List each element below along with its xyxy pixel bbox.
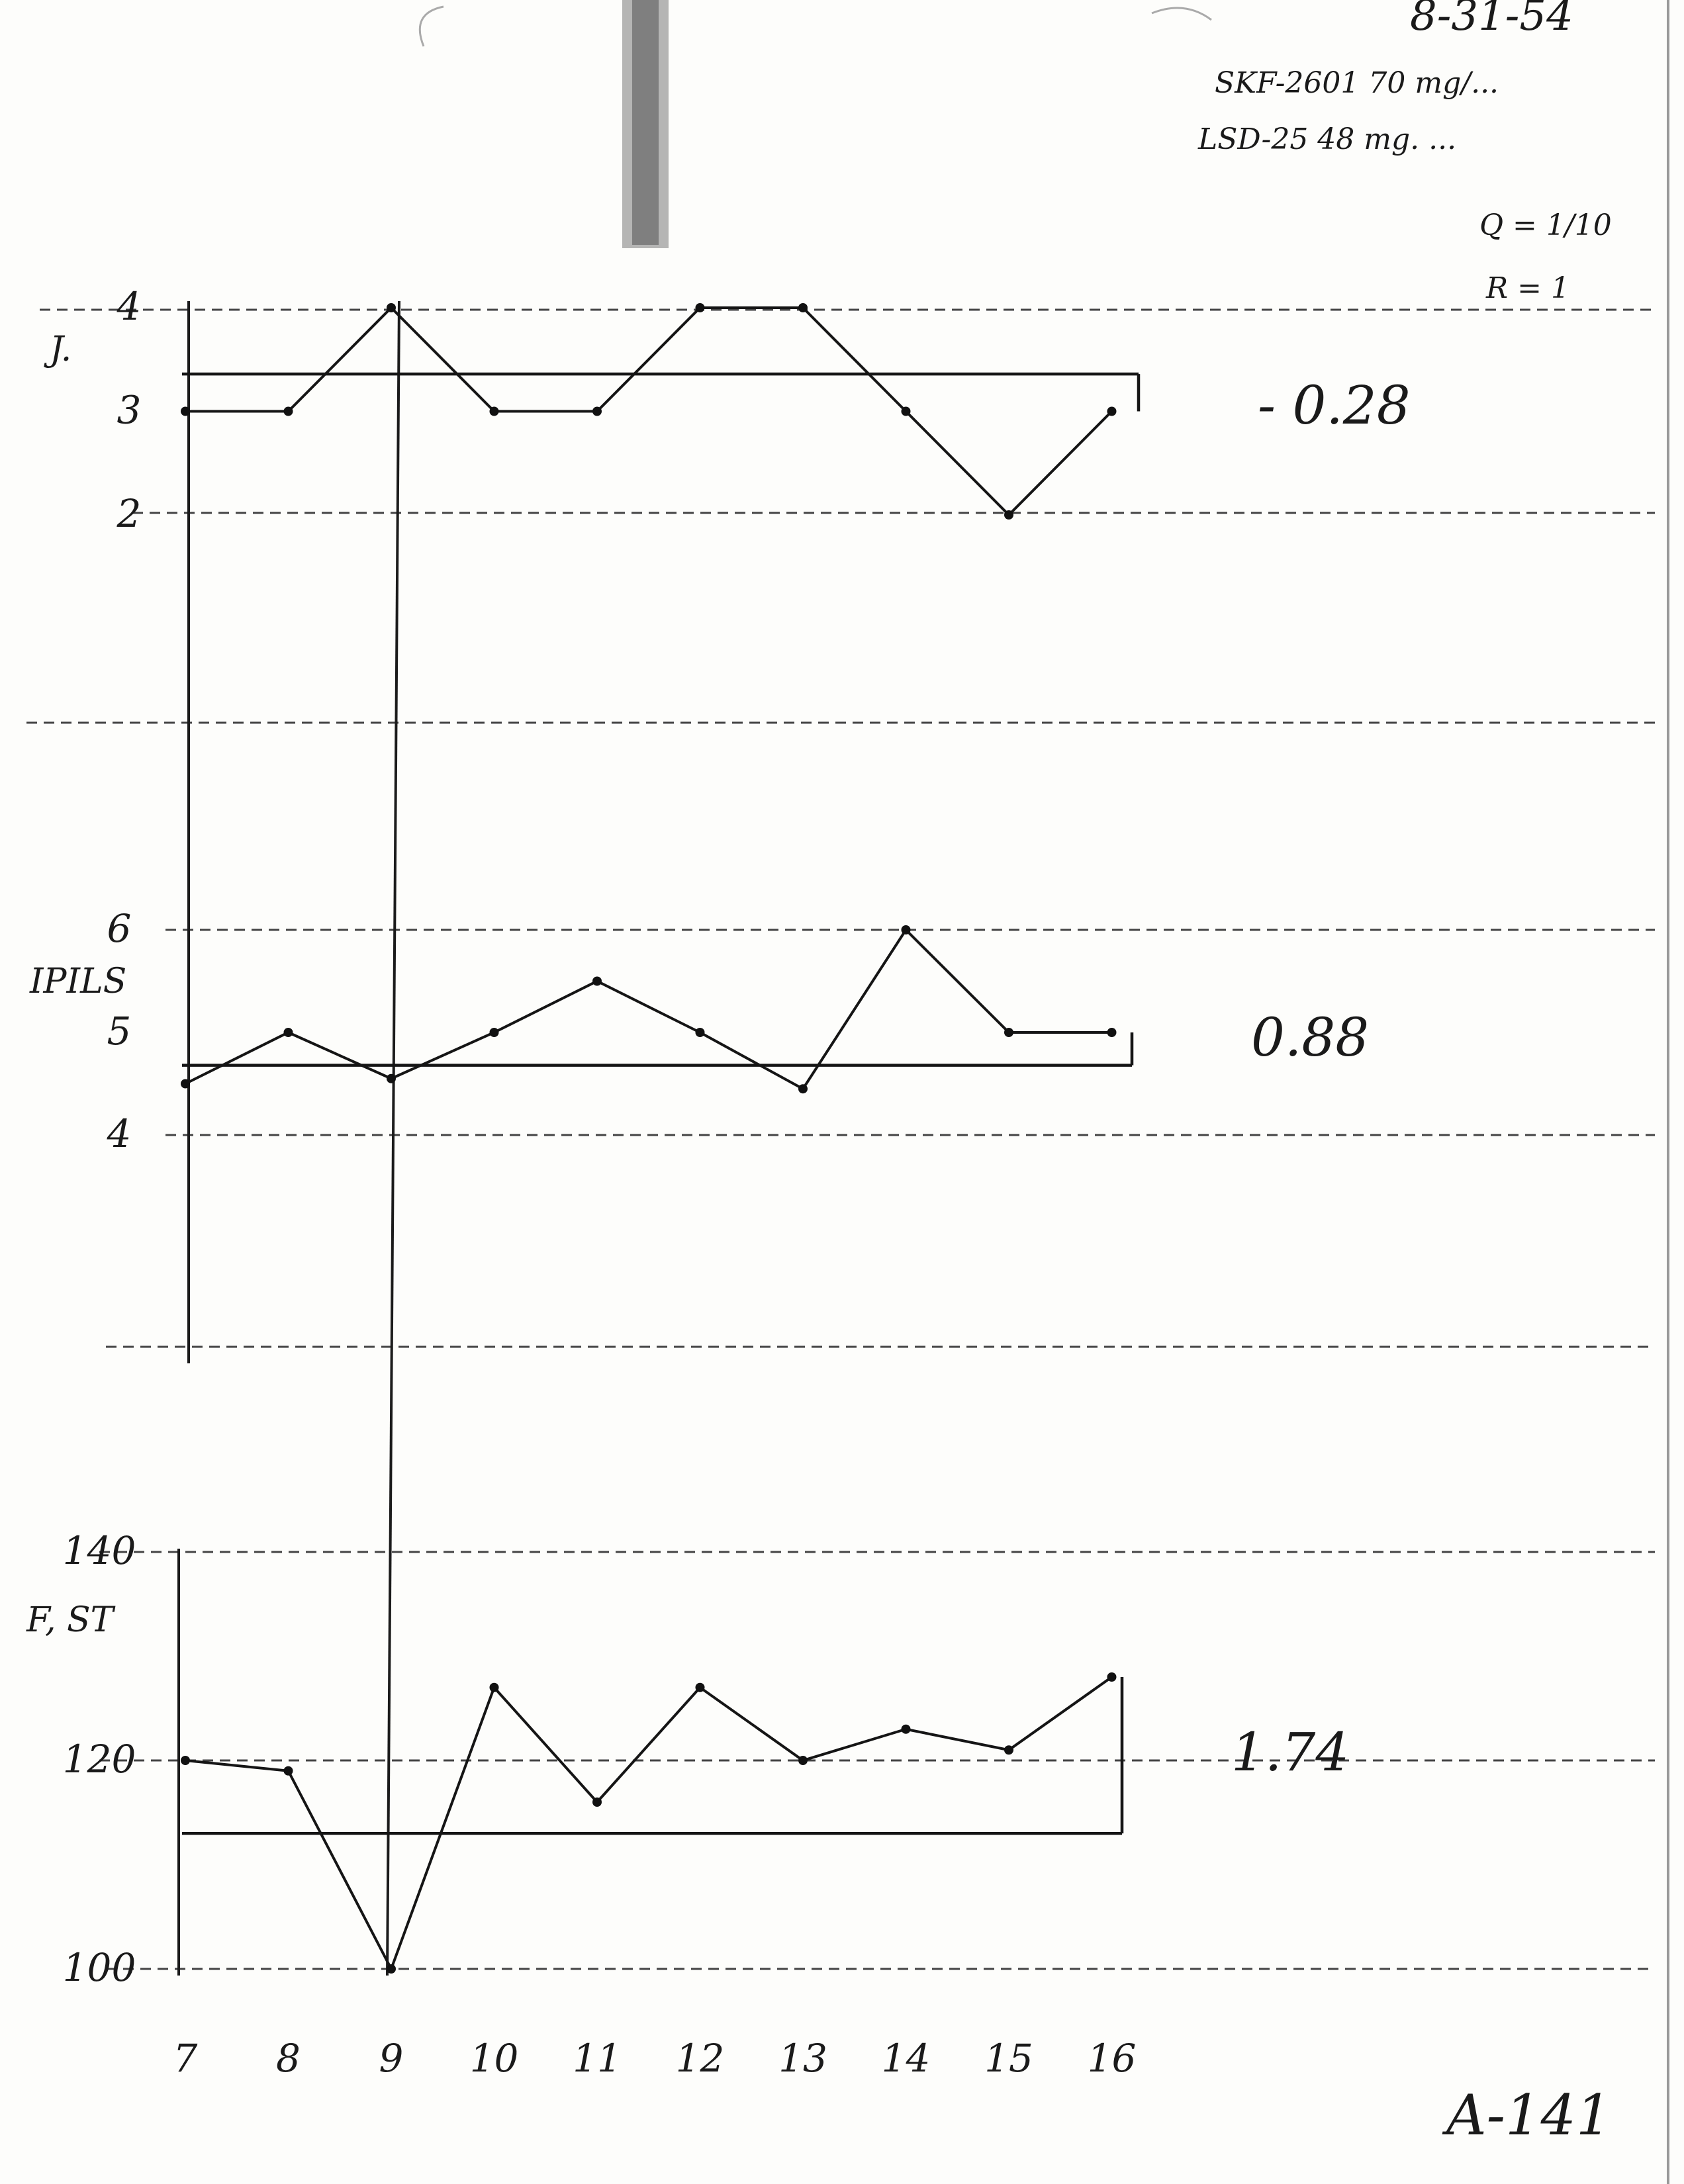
series-line (185, 927, 1112, 1091)
data-point (1107, 1672, 1117, 1682)
panel-label: J. (44, 330, 71, 369)
page-id: A-141 (1442, 2083, 1611, 2148)
data-point (1004, 1028, 1013, 1037)
data-point (283, 1766, 293, 1776)
data-point (695, 303, 705, 312)
data-point (489, 406, 499, 416)
x-tick-label: 14 (882, 2036, 931, 2081)
data-point (387, 1073, 396, 1083)
scan-artifacts (418, 0, 1669, 2184)
data-point (901, 925, 911, 934)
data-point (489, 1682, 499, 1692)
panel-stat-value: 1.74 (1231, 1721, 1349, 1783)
panel-stat-value: 0.88 (1251, 1007, 1369, 1068)
punch-hole-mark (1151, 7, 1212, 21)
data-point (181, 1079, 190, 1089)
binder-clip-shadow (622, 0, 669, 248)
note-q-value: Q = 1/10 (1479, 208, 1612, 242)
y-tick-label: 6 (107, 906, 132, 951)
panel-j: J. 2 3 4 - 0.28 (44, 284, 1411, 536)
x-tick-label: 8 (276, 2036, 301, 2081)
y-tick-label: 140 (63, 1528, 136, 1573)
data-point (1107, 406, 1117, 416)
data-point (798, 1756, 808, 1765)
data-point (901, 406, 911, 416)
x-axis-ticks: 7 8 9 10 11 12 13 14 15 16 (173, 2036, 1137, 2081)
axes (177, 300, 400, 1976)
panel-label: F, ST (26, 1600, 116, 1640)
data-point (387, 303, 396, 312)
data-point (1107, 1028, 1117, 1037)
data-point (1004, 510, 1013, 520)
data-point (592, 976, 602, 986)
y-tick-label: 5 (107, 1009, 132, 1054)
panel-stat-value: - 0.28 (1258, 375, 1411, 436)
y-tick-label: 4 (107, 1111, 132, 1156)
x-tick-label: 11 (573, 2036, 622, 2081)
data-point (387, 1964, 396, 1974)
y-tick-label: 4 (117, 284, 142, 329)
note-r-value: R = 1 (1485, 271, 1569, 305)
notebook-rules (26, 308, 1655, 1970)
data-point (798, 303, 808, 312)
header-notes: 8-31-54 SKF-2601 70 mg/... LSD-25 48 mg.… (1197, 0, 1612, 305)
data-point (489, 1028, 499, 1037)
data-point (798, 1084, 808, 1094)
data-point (695, 1682, 705, 1692)
punch-hole-mark (418, 5, 444, 47)
data-point (283, 1028, 293, 1037)
note-drug-line-2: LSD-25 48 mg. ... (1197, 122, 1456, 156)
x-tick-label: 9 (379, 2036, 404, 2081)
x-tick-label: 12 (676, 2036, 725, 2081)
data-point (901, 1724, 911, 1734)
panel-fst: F, ST 100 120 140 1.74 (26, 1528, 1349, 1990)
data-point (592, 1797, 602, 1807)
data-point (695, 1028, 705, 1037)
x-tick-label: 15 (984, 2036, 1033, 2081)
series-line (185, 306, 1113, 517)
binder-clip (632, 0, 659, 245)
y-tick-label: 120 (63, 1737, 136, 1782)
y-tick-label: 3 (117, 388, 142, 433)
x-tick-label: 10 (470, 2036, 519, 2081)
session-9-reference-line (386, 300, 400, 1976)
panel-label: IPILS (29, 962, 126, 1001)
data-point (283, 406, 293, 416)
data-point (592, 406, 602, 416)
y-tick-label: 100 (63, 1945, 136, 1990)
data-point (181, 1756, 190, 1765)
series-line (185, 1676, 1113, 1972)
y-tick-label: 2 (117, 491, 142, 536)
data-point (1004, 1745, 1013, 1755)
x-tick-label: 13 (778, 2036, 827, 2081)
x-tick-label: 7 (173, 2036, 198, 2081)
note-drug-line-1: SKF-2601 70 mg/... (1215, 66, 1499, 100)
panel-ipils: IPILS 4 5 6 0.88 (29, 906, 1369, 1156)
data-point (181, 406, 190, 416)
note-date: 8-31-54 (1410, 0, 1573, 40)
x-tick-label: 16 (1088, 2036, 1137, 2081)
